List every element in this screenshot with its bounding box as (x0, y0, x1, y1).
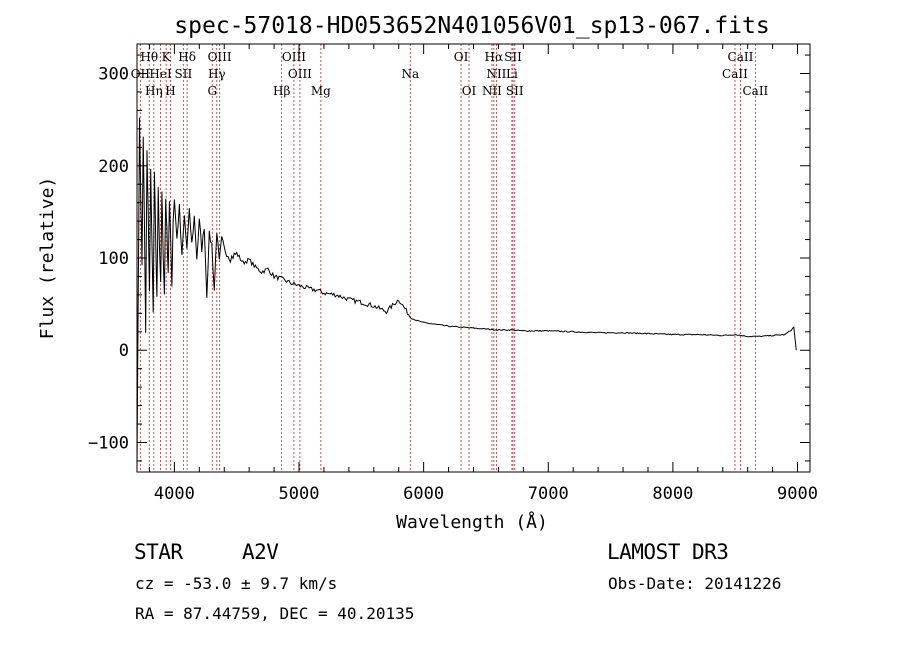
object-subclass: A2V (242, 540, 279, 564)
x-tick-labels: 4000 5000 6000 7000 8000 9000 (154, 484, 818, 504)
spectral-line-label: NII (486, 67, 506, 81)
spectral-line-label: NII (482, 84, 502, 98)
y-tick-label: −100 (88, 433, 129, 453)
chart-title: spec-57018-HD053652N401056V01_sp13-067.f… (174, 13, 769, 39)
coordinates: RA = 87.44759, DEC = 40.20135 (135, 604, 415, 623)
spectral-line-label: CaII (728, 50, 754, 64)
y-tick-label: 0 (119, 341, 129, 361)
spectral-line-label: SII (506, 84, 524, 98)
observation-date: Obs-Date: 20141226 (608, 574, 782, 593)
y-tick-label: 300 (98, 65, 129, 85)
spectral-line-label: SII (504, 50, 522, 64)
x-tick-label: 7000 (528, 484, 569, 504)
x-tick-label: 5000 (279, 484, 320, 504)
survey-name: LAMOST DR3 (607, 540, 729, 564)
spectrum-line (136, 117, 797, 473)
spectral-line-label: Hδ (178, 50, 196, 64)
redshift-value: cz = -53.0 ± 9.7 km/s (135, 574, 338, 593)
spectral-line-label: Li (506, 67, 518, 81)
y-tick-label: 200 (98, 157, 129, 177)
spectral-line-label: OI (462, 84, 477, 98)
spectral-line-label: Na (401, 67, 419, 81)
spectral-line-label: HeI (149, 67, 172, 81)
spectral-line-label: SII (175, 67, 193, 81)
x-tick-label: 8000 (652, 484, 693, 504)
spectral-line-label: K (162, 50, 172, 64)
spectral-line-label: OIII (208, 50, 232, 64)
spectral-line-label: OIII (288, 67, 312, 81)
spectral-line-label: CaII (742, 84, 768, 98)
x-tick-label: 6000 (403, 484, 444, 504)
spectral-line-label: Hη (145, 84, 163, 98)
spectral-line-label: Mg (311, 84, 331, 98)
y-tick-labels: −100 0 100 200 300 (88, 65, 129, 454)
plot-frame (136, 43, 811, 473)
spectral-line-label: OIII (282, 50, 306, 64)
spectral-line-label: Hγ (208, 67, 226, 81)
axis-ticks (137, 44, 810, 472)
object-class: STAR (134, 540, 183, 564)
y-axis-label: Flux (relative) (37, 177, 58, 340)
spectral-line-label: OI (454, 50, 469, 64)
spectral-line-label: H (165, 84, 175, 98)
x-tick-label: 9000 (777, 484, 818, 504)
spectral-line-label: CaII (722, 67, 748, 81)
y-tick-label: 100 (98, 249, 129, 269)
spectral-line-label: Hα (485, 50, 504, 64)
x-tick-label: 4000 (154, 484, 195, 504)
x-axis-label: Wavelength (Å) (396, 511, 548, 533)
spectral-line-label: Hθ (140, 50, 158, 64)
spectral-line-label: Hβ (273, 84, 290, 98)
spectral-line-label: G (207, 84, 217, 98)
